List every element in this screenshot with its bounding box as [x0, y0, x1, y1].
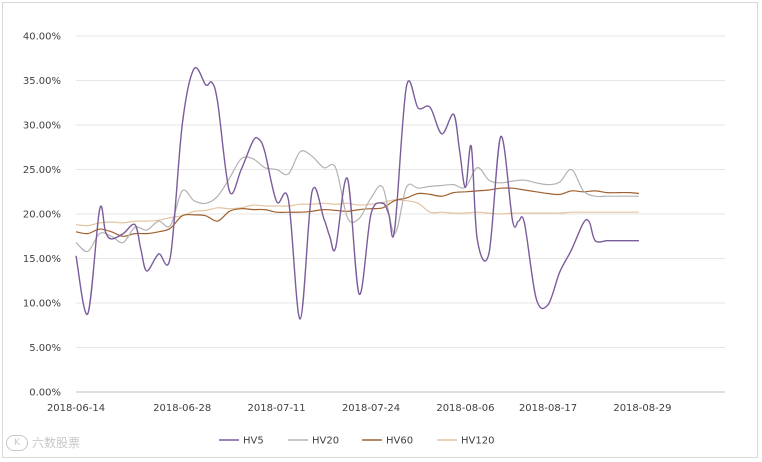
x-tick-label: 2018-08-06 — [436, 403, 494, 414]
y-tick-label: 15.00% — [23, 254, 61, 265]
y-tick-label: 40.00% — [23, 32, 61, 43]
y-tick-label: 35.00% — [23, 76, 61, 87]
y-tick-label: 10.00% — [23, 299, 61, 310]
legend-label-hv20: HV20 — [312, 436, 339, 447]
series-line-hv5 — [75, 66, 639, 320]
y-axis: 0.00% 5.00% 10.00% 15.00% 20.00% 25.00% 30.00%… — [23, 32, 61, 399]
x-tick-label: 2018-07-11 — [248, 403, 306, 414]
x-tick-label: 2018-07-24 — [342, 403, 400, 414]
series-line-hv20 — [75, 150, 639, 253]
x-tick-label: 2018-08-29 — [613, 403, 671, 414]
y-tick-label: 30.00% — [23, 121, 61, 132]
legend-label-hv120: HV120 — [461, 436, 494, 447]
watermark-logo-icon: K — [6, 434, 28, 451]
series-line-hv120 — [75, 199, 639, 227]
y-tick-label: 5.00% — [29, 343, 61, 354]
legend-label-hv5: HV5 — [243, 436, 264, 447]
y-tick-label: 0.00% — [29, 388, 61, 399]
legend-label-hv60: HV60 — [386, 436, 413, 447]
series-line-hv60 — [75, 187, 639, 237]
x-tick-label: 2018-06-14 — [47, 403, 105, 414]
legend: HV5 HV20 HV60 HV120 — [219, 436, 494, 447]
chart-frame — [2, 2, 758, 458]
x-axis: 2018-06-14 2018-06-28 2018-07-11 2018-07-24… — [47, 403, 672, 414]
plot-area — [75, 66, 639, 320]
watermark: K 六数股票 — [6, 434, 80, 451]
y-tick-label: 20.00% — [23, 210, 61, 221]
watermark-text: 六数股票 — [32, 436, 81, 450]
x-tick-label: 2018-08-17 — [519, 403, 577, 414]
gridlines — [76, 35, 725, 393]
y-tick-label: 25.00% — [23, 165, 61, 176]
x-tick-label: 2018-06-28 — [153, 403, 211, 414]
